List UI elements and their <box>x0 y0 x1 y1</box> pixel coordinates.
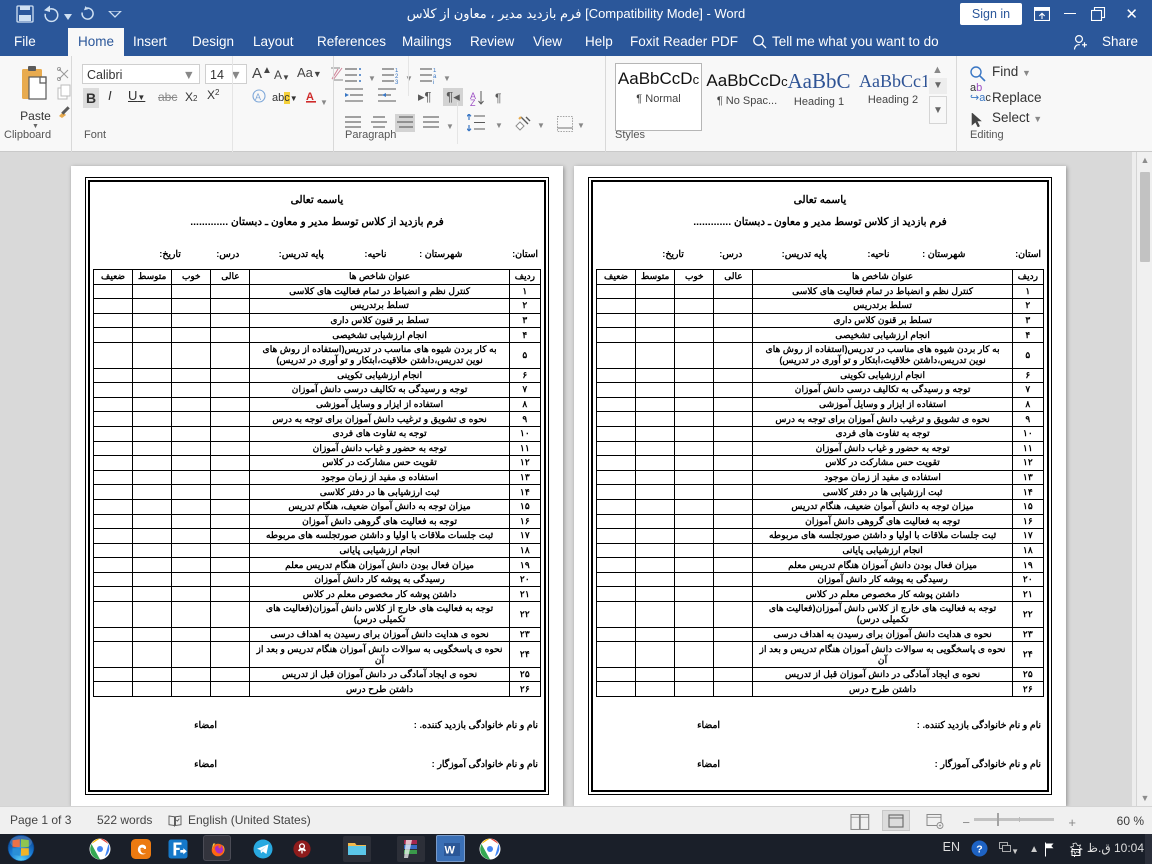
svg-text:W: W <box>445 845 456 857</box>
svg-text:i: i <box>433 80 434 84</box>
svg-text:A: A <box>255 92 261 102</box>
svg-text:3: 3 <box>395 80 399 84</box>
svg-text:?: ? <box>976 844 982 856</box>
svg-text:¶: ¶ <box>495 91 501 105</box>
svg-text:Z: Z <box>470 98 476 106</box>
